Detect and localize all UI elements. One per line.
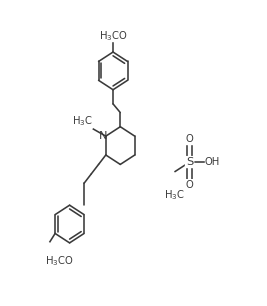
Text: H$_3$CO: H$_3$CO xyxy=(45,255,73,268)
Text: H$_3$C: H$_3$C xyxy=(164,189,184,203)
Text: O: O xyxy=(186,134,194,144)
Text: H$_3$C: H$_3$C xyxy=(72,114,92,128)
Text: H$_3$CO: H$_3$CO xyxy=(99,29,127,43)
Text: N: N xyxy=(99,131,108,141)
Text: O: O xyxy=(186,181,194,190)
Text: S: S xyxy=(186,157,193,167)
Text: OH: OH xyxy=(205,157,220,167)
